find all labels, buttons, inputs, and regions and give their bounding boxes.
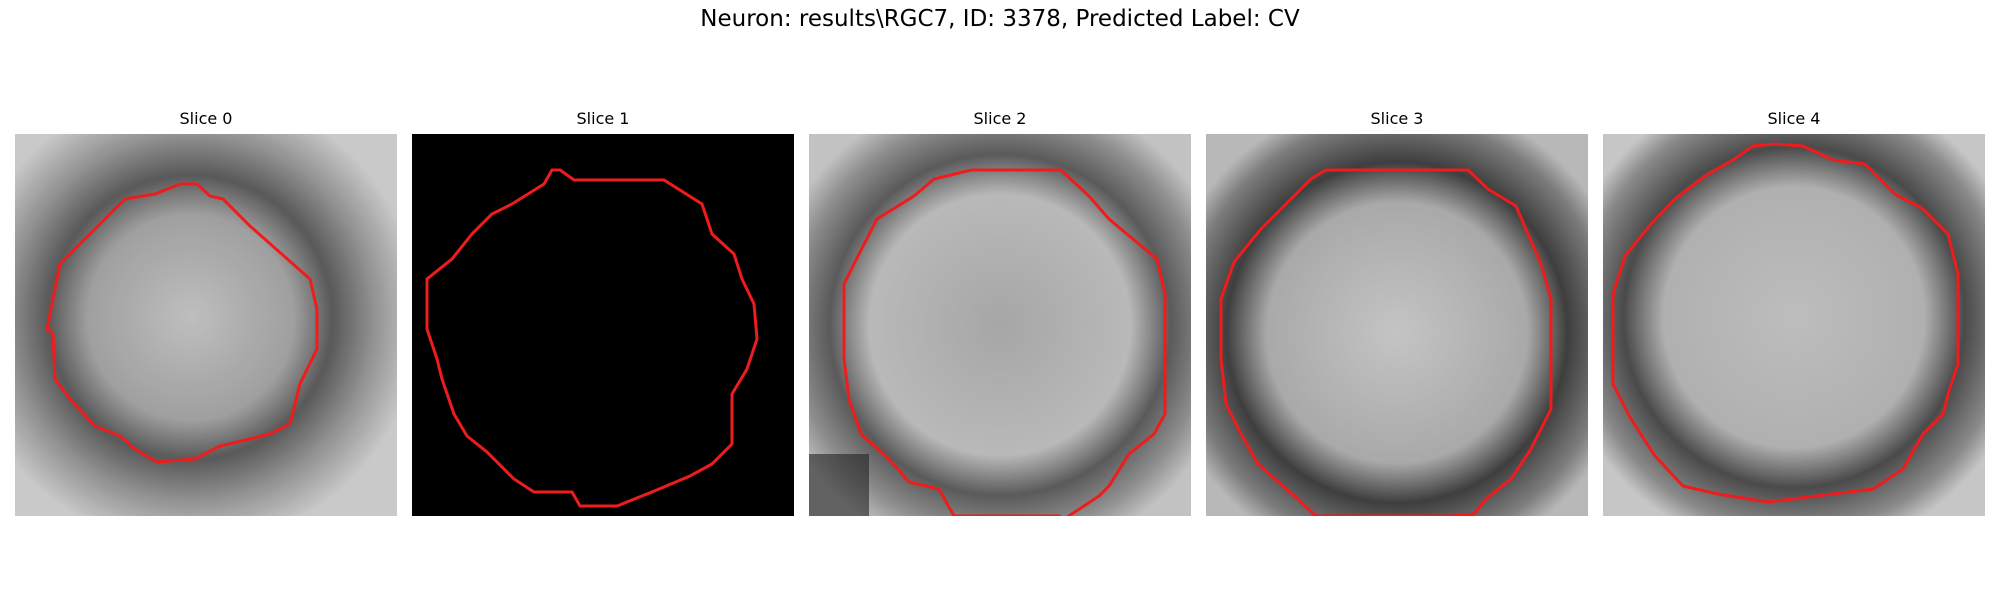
slice-image-3 xyxy=(1206,134,1588,516)
slice-panel-1: Slice 1 xyxy=(412,108,794,516)
cell-contour-2 xyxy=(842,168,1167,516)
slice-image-2 xyxy=(809,134,1191,516)
figure-title: Neuron: results\RGC7, ID: 3378, Predicte… xyxy=(700,6,1300,32)
cell-contour-1 xyxy=(425,168,759,508)
slice-title-2: Slice 2 xyxy=(973,109,1027,128)
slice-title-4: Slice 4 xyxy=(1767,109,1821,128)
cell-contour-4 xyxy=(1611,142,1960,504)
slice-image-4 xyxy=(1603,134,1985,516)
slice-title-0: Slice 0 xyxy=(179,109,233,128)
slice-image-0 xyxy=(15,134,397,516)
cell-contour-3 xyxy=(1219,168,1553,516)
slice-image-1 xyxy=(412,134,794,516)
slice-panel-4: Slice 4 xyxy=(1603,108,1985,516)
slice-panel-2: Slice 2 xyxy=(809,108,1191,516)
slice-panel-0: Slice 0 xyxy=(15,108,397,516)
slice-title-3: Slice 3 xyxy=(1370,109,1424,128)
slice-panel-3: Slice 3 xyxy=(1206,108,1588,516)
cell-contour-0 xyxy=(45,182,319,464)
slice-title-1: Slice 1 xyxy=(576,109,630,128)
